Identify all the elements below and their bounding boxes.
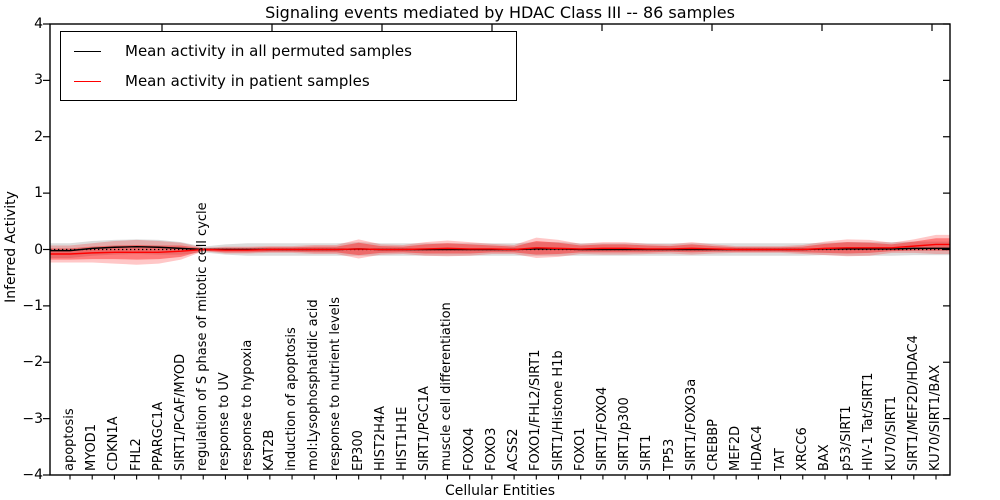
x-tick-label: FOXO4 <box>461 427 477 471</box>
x-tick-label: SIRT1/PGC1A <box>417 386 433 471</box>
x-tick-label: SIRT1/FOXO3a <box>683 378 699 471</box>
x-tick-label: PPARGC1A <box>150 401 166 471</box>
y-tick-label: 1 <box>34 185 43 202</box>
x-tick-label: muscle cell differentiation <box>439 302 455 471</box>
x-tick-label: response to hypoxia <box>239 339 255 471</box>
x-tick-label: KU70/SIRT1 <box>883 396 899 471</box>
y-tick-label: 2 <box>34 128 43 145</box>
x-tick-label: CDKN1A <box>106 416 122 471</box>
x-tick-label: mol:Lysophosphatidic acid <box>306 299 322 471</box>
x-tick-label: HIV-1 Tat/SIRT1 <box>861 372 877 471</box>
x-tick-label: induction of apoptosis <box>284 327 300 471</box>
patient-mean-line <box>50 243 950 255</box>
x-tick-label: SIRT1/p300 <box>617 397 633 471</box>
x-tick-label: FHL2 <box>128 438 144 471</box>
legend-item-label: Mean activity in all permuted samples <box>125 42 412 60</box>
y-tick-label: 3 <box>34 72 43 89</box>
x-tick-label: XRCC6 <box>794 427 810 471</box>
x-tick-label: TAT <box>772 448 788 471</box>
x-tick-label: ACSS2 <box>506 428 522 471</box>
x-tick-label: SIRT1/FOXO4 <box>594 386 610 471</box>
x-tick-label: response to nutrient levels <box>328 296 344 471</box>
x-tick-label: CREBBP <box>705 419 721 471</box>
x-tick-label: KAT2B <box>261 429 277 471</box>
y-tick-label: 0 <box>34 241 43 258</box>
x-axis-label: Cellular Entities <box>444 483 556 499</box>
x-tick-label: SIRT1 <box>639 434 655 471</box>
x-tick-label: KU70/SIRT1/BAX <box>928 364 943 471</box>
x-tick-label: HIST1H1E <box>395 406 411 471</box>
x-tick-label: response to UV <box>217 372 233 471</box>
legend: Mean activity in all permuted samples Me… <box>60 31 517 101</box>
x-tick-label: HIST2H4A <box>372 405 388 471</box>
x-tick-label: EP300 <box>350 430 366 471</box>
x-tick-label: HDAC4 <box>750 425 766 471</box>
x-tick-label: SIRT1/PCAF/MYOD <box>173 353 189 471</box>
y-tick-label: −4 <box>22 467 43 483</box>
y-tick-label: −1 <box>22 297 43 314</box>
legend-item-permuted: Mean activity in all permuted samples <box>61 36 516 66</box>
x-tick-label: FOXO3 <box>483 427 499 471</box>
chart-title: Signaling events mediated by HDAC Class … <box>265 3 735 22</box>
x-tick-label: BAX <box>816 444 832 471</box>
x-tick-label: p53/SIRT1 <box>839 405 855 471</box>
x-tick-label: TP53 <box>661 438 677 471</box>
x-tick-label: apoptosis <box>62 408 77 471</box>
permuted-line-swatch <box>74 50 101 52</box>
y-tick-label: −2 <box>22 354 43 371</box>
legend-item-label: Mean activity in patient samples <box>125 72 370 90</box>
patient-line-swatch <box>74 80 101 82</box>
y-tick-label: 4 <box>34 16 43 32</box>
x-tick-label: regulation of S phase of mitotic cell cy… <box>195 202 211 471</box>
x-tick-label: MYOD1 <box>84 424 100 471</box>
x-tick-label: SIRT1/MEF2D/HDAC4 <box>905 335 921 471</box>
x-tick-label: FOXO1 <box>572 427 588 471</box>
x-tick-label: FOXO1/FHL2/SIRT1 <box>528 349 544 471</box>
x-tick-label: SIRT1/Histone H1b <box>550 350 566 471</box>
y-tick-label: −3 <box>22 410 43 427</box>
legend-item-patient: Mean activity in patient samples <box>61 66 516 96</box>
x-tick-label: MEF2D <box>728 425 744 471</box>
